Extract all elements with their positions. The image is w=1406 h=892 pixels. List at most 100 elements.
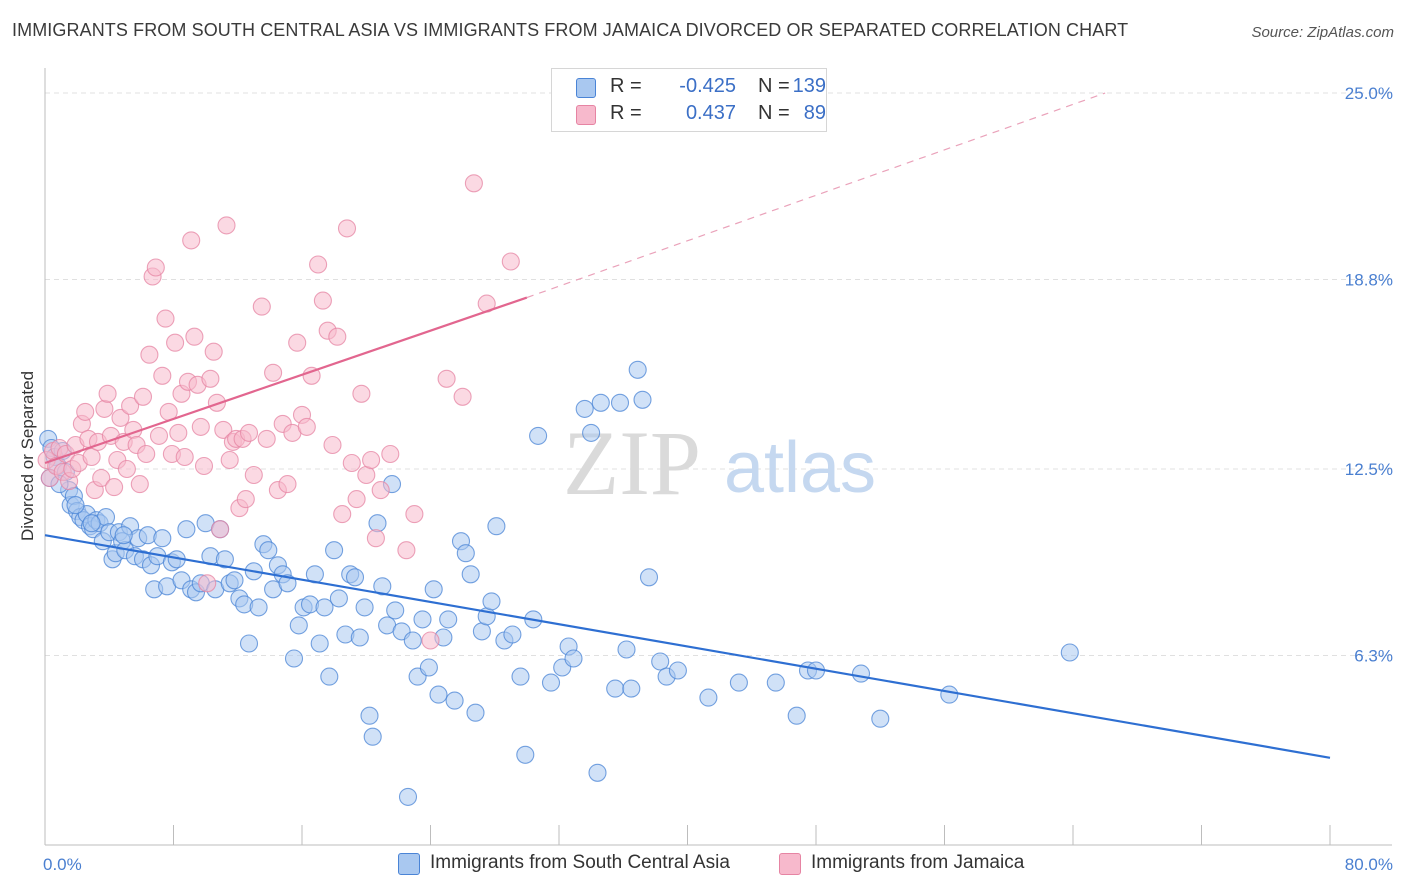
y-tick-label: 25.0%: [1345, 84, 1393, 103]
point-jamaica: [501, 252, 520, 271]
point-south-central-asia: [668, 661, 687, 680]
point-south-central-asia: [355, 598, 374, 617]
point-south-central-asia: [482, 592, 501, 611]
point-jamaica: [352, 384, 371, 403]
point-jamaica: [278, 475, 297, 494]
point-south-central-asia: [368, 514, 387, 533]
legend-n-label: N =: [758, 102, 790, 124]
point-south-central-asia: [940, 685, 959, 704]
point-south-central-asia: [284, 649, 304, 668]
legend-r-value: -0.425: [679, 75, 736, 97]
point-south-central-asia: [445, 691, 464, 710]
point-jamaica: [342, 453, 361, 473]
point-jamaica: [137, 444, 156, 464]
point-south-central-asia: [114, 526, 133, 545]
point-jamaica: [381, 444, 400, 464]
point-south-central-asia: [456, 544, 475, 563]
point-south-central-asia: [610, 393, 630, 412]
point-south-central-asia: [289, 616, 308, 635]
point-jamaica: [191, 417, 210, 436]
point-jamaica: [140, 345, 159, 364]
chart-title: IMMIGRANTS FROM SOUTH CENTRAL ASIA VS IM…: [12, 20, 1129, 40]
point-jamaica: [133, 387, 153, 406]
point-south-central-asia: [177, 520, 196, 539]
point-jamaica: [362, 450, 381, 470]
point-jamaica: [76, 402, 95, 421]
point-south-central-asia: [259, 541, 278, 560]
point-south-central-asia: [851, 664, 871, 683]
point-jamaica: [257, 429, 276, 448]
point-jamaica: [95, 399, 114, 418]
legend-n-value: 139: [792, 75, 826, 97]
series-legend: Immigrants from South Central Asia Immig…: [0, 851, 1406, 877]
legend-n-value: 89: [803, 102, 826, 124]
tick-labels: 6.3% 12.5% 18.8% 25.0% 0.0% 80.0%: [43, 84, 1393, 874]
point-south-central-asia: [541, 673, 561, 692]
point-south-central-asia: [249, 598, 268, 617]
point-jamaica: [166, 333, 185, 352]
point-jamaica: [149, 426, 169, 445]
point-jamaica: [146, 258, 165, 277]
point-jamaica: [239, 423, 259, 442]
point-jamaica: [117, 459, 136, 479]
point-south-central-asia: [582, 423, 601, 442]
point-jamaica: [220, 450, 239, 470]
point-jamaica: [198, 574, 217, 593]
point-south-central-asia: [628, 360, 647, 379]
y-tick-label: 6.3%: [1354, 647, 1393, 666]
point-south-central-asia: [345, 568, 365, 587]
point-jamaica: [328, 327, 347, 346]
point-south-central-asia: [439, 610, 458, 629]
point-jamaica: [153, 366, 172, 385]
point-south-central-asia: [461, 565, 480, 584]
point-south-central-asia: [325, 541, 344, 560]
point-south-central-asia: [429, 685, 448, 704]
point-south-central-asia: [320, 667, 339, 686]
point-south-central-asia: [729, 673, 748, 692]
point-south-central-asia: [386, 601, 405, 620]
point-jamaica: [437, 369, 456, 388]
point-south-central-asia: [466, 703, 485, 722]
data-points: [37, 174, 1079, 806]
point-jamaica: [371, 481, 390, 500]
point-jamaica: [333, 505, 352, 524]
series-legend-label: Immigrants from South Central Asia: [430, 852, 730, 873]
point-jamaica: [194, 456, 214, 476]
point-jamaica: [464, 174, 483, 193]
point-jamaica: [121, 396, 140, 415]
point-south-central-asia: [403, 631, 422, 650]
point-jamaica: [302, 366, 321, 385]
series-legend-label: Immigrants from Jamaica: [811, 852, 1025, 873]
point-south-central-asia: [424, 580, 443, 599]
point-jamaica: [313, 291, 332, 310]
watermark: ZIP atlas: [563, 412, 876, 514]
point-jamaica: [111, 408, 130, 427]
watermark-atlas: atlas: [724, 428, 876, 508]
source-credit: Source: ZipAtlas.com: [1251, 24, 1394, 41]
series-swatch-blue: [398, 853, 420, 875]
legend-r-value: 0.437: [685, 102, 736, 124]
point-jamaica: [347, 490, 366, 509]
point-south-central-asia: [766, 673, 785, 692]
point-jamaica: [297, 417, 316, 436]
point-south-central-asia: [564, 649, 583, 668]
point-jamaica: [288, 333, 307, 352]
point-south-central-asia: [511, 667, 530, 686]
point-south-central-asia: [487, 517, 506, 536]
point-jamaica: [323, 435, 342, 455]
point-south-central-asia: [82, 514, 101, 533]
point-south-central-asia: [413, 610, 432, 629]
point-jamaica: [169, 423, 188, 442]
point-south-central-asia: [419, 658, 438, 677]
trend-line-south-central-asia: [44, 534, 1331, 759]
point-south-central-asia: [617, 640, 636, 659]
point-jamaica: [214, 420, 233, 439]
point-jamaica: [204, 342, 223, 361]
point-jamaica: [397, 541, 416, 560]
point-south-central-asia: [278, 574, 297, 593]
point-south-central-asia: [329, 589, 348, 608]
point-south-central-asia: [591, 393, 610, 412]
point-jamaica: [405, 505, 424, 524]
correlation-legend: R = -0.425 N = 139 R = 0.437 N = 89: [551, 68, 827, 132]
point-jamaica: [309, 255, 328, 274]
